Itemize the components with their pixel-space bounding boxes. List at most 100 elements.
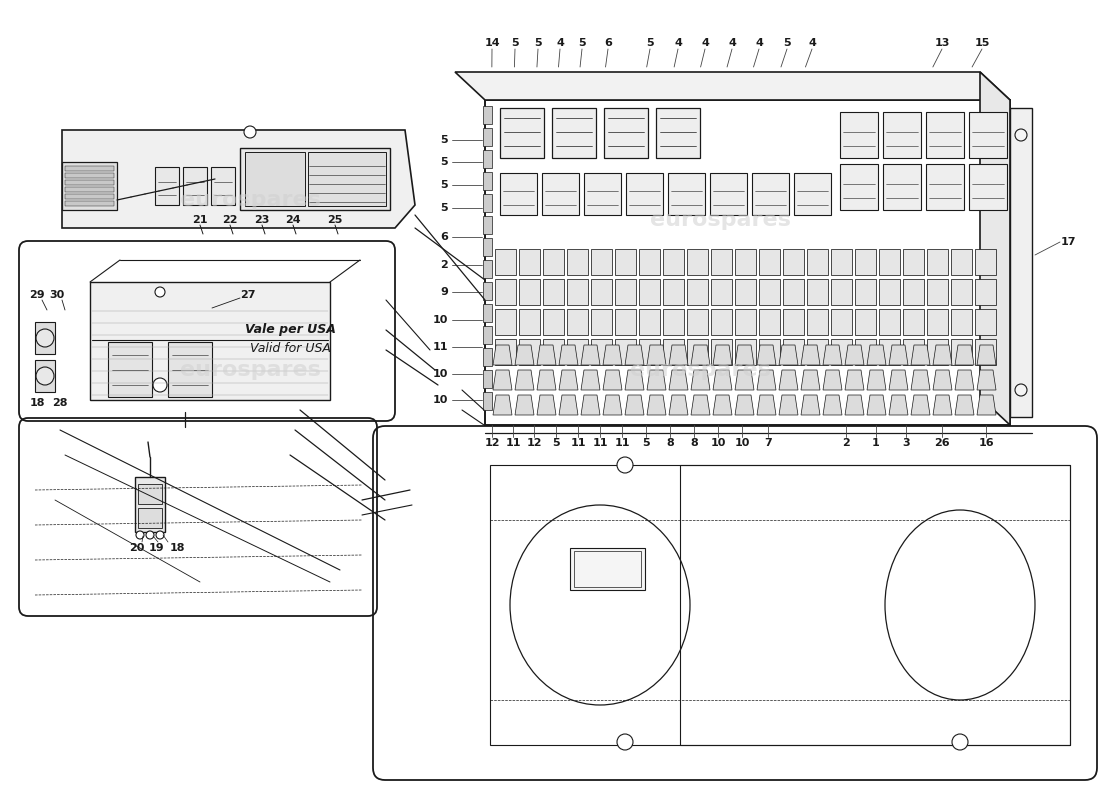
Polygon shape (625, 370, 644, 390)
Bar (65, 201, 114, 206)
Bar (759, 279, 780, 305)
Bar (830, 249, 852, 275)
Text: 17: 17 (1060, 237, 1076, 247)
Bar (543, 339, 564, 365)
Bar (711, 279, 732, 305)
Bar (543, 279, 564, 305)
Bar (65, 187, 114, 192)
Bar (663, 309, 684, 335)
Polygon shape (493, 345, 512, 365)
Polygon shape (691, 345, 710, 365)
Bar (552, 108, 596, 158)
Bar (138, 508, 162, 528)
Bar (483, 282, 492, 300)
Bar (830, 279, 852, 305)
Polygon shape (603, 370, 622, 390)
Bar (566, 249, 588, 275)
Bar (495, 309, 516, 335)
Bar (519, 279, 540, 305)
Bar (783, 339, 804, 365)
Bar (735, 309, 756, 335)
Bar (688, 309, 708, 335)
Bar (108, 342, 152, 397)
Bar (903, 249, 924, 275)
Circle shape (617, 457, 632, 473)
Polygon shape (735, 345, 754, 365)
Bar (65, 173, 114, 178)
Bar (591, 339, 612, 365)
Polygon shape (823, 395, 842, 415)
Bar (495, 279, 516, 305)
Text: 5: 5 (552, 438, 560, 448)
Bar (759, 249, 780, 275)
Polygon shape (955, 370, 974, 390)
Polygon shape (933, 370, 952, 390)
Polygon shape (515, 370, 534, 390)
Polygon shape (581, 395, 600, 415)
Bar (903, 279, 924, 305)
Bar (879, 309, 900, 335)
Polygon shape (647, 345, 666, 365)
Bar (975, 279, 996, 305)
Polygon shape (977, 370, 996, 390)
Polygon shape (933, 395, 952, 415)
Circle shape (36, 329, 54, 347)
Circle shape (1015, 384, 1027, 396)
Bar (566, 339, 588, 365)
Bar (543, 309, 564, 335)
Bar (519, 339, 540, 365)
Bar (783, 309, 804, 335)
Polygon shape (823, 370, 842, 390)
Bar (570, 548, 645, 590)
Bar (952, 279, 972, 305)
Bar (483, 370, 492, 388)
Polygon shape (801, 345, 820, 365)
Polygon shape (537, 395, 556, 415)
Bar (245, 152, 305, 206)
Polygon shape (911, 370, 930, 390)
Text: 5: 5 (440, 180, 448, 190)
Polygon shape (669, 395, 688, 415)
Text: 24: 24 (285, 215, 300, 225)
Circle shape (1015, 129, 1027, 141)
Polygon shape (559, 345, 578, 365)
Text: 19: 19 (150, 543, 165, 553)
Polygon shape (713, 345, 732, 365)
Text: eurospares: eurospares (179, 360, 320, 380)
Polygon shape (669, 345, 688, 365)
Text: 5: 5 (579, 38, 586, 48)
Polygon shape (713, 370, 732, 390)
Bar (591, 249, 612, 275)
Polygon shape (62, 130, 415, 228)
Text: Valid for USA: Valid for USA (250, 342, 330, 354)
Text: 3: 3 (902, 438, 910, 448)
Bar (903, 339, 924, 365)
Text: 7: 7 (764, 438, 772, 448)
Bar (626, 173, 663, 215)
Polygon shape (603, 345, 622, 365)
Bar (183, 167, 207, 205)
Polygon shape (691, 370, 710, 390)
Circle shape (36, 367, 54, 385)
Text: 11: 11 (614, 438, 629, 448)
Bar (240, 148, 390, 210)
Polygon shape (779, 370, 798, 390)
Bar (495, 249, 516, 275)
Bar (752, 173, 789, 215)
Bar (90, 282, 330, 400)
Bar (688, 339, 708, 365)
Polygon shape (801, 370, 820, 390)
Text: 4: 4 (755, 38, 763, 48)
Bar (710, 173, 747, 215)
Polygon shape (867, 395, 886, 415)
Text: 10: 10 (432, 369, 448, 379)
Text: 5: 5 (642, 438, 650, 448)
Polygon shape (933, 345, 952, 365)
Bar (735, 279, 756, 305)
Bar (65, 180, 114, 185)
Bar (495, 339, 516, 365)
Text: 4: 4 (674, 38, 682, 48)
Text: 6: 6 (440, 232, 448, 242)
Polygon shape (647, 370, 666, 390)
Bar (168, 342, 212, 397)
